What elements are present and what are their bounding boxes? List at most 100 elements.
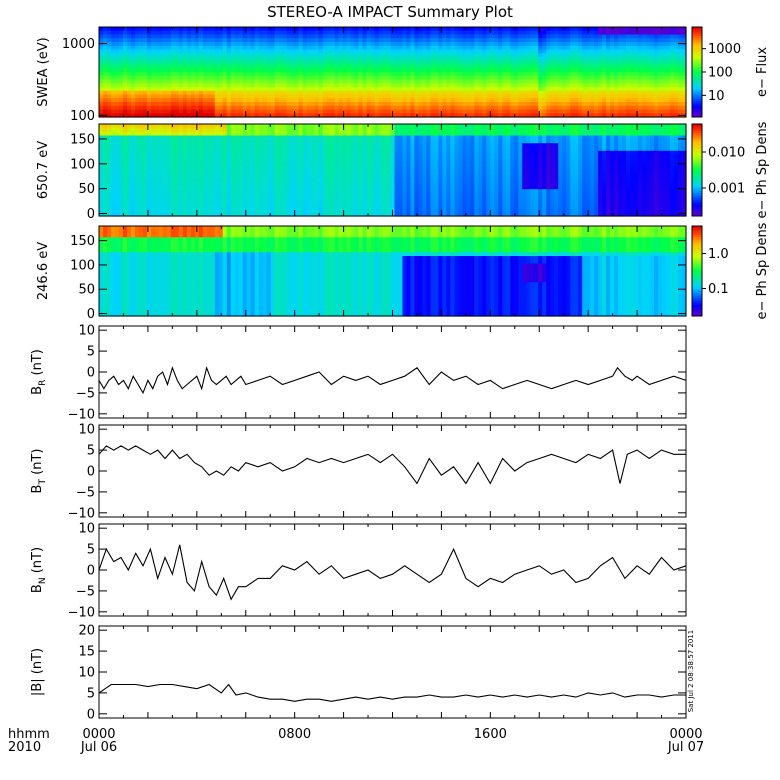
- heatmap-cell: [482, 109, 487, 114]
- heatmap-cell: [278, 38, 284, 43]
- heatmap-cell: [146, 53, 152, 58]
- heatmap-cell: [338, 98, 344, 103]
- heatmap-cell: [166, 45, 172, 51]
- heatmap-cell: [266, 204, 272, 209]
- heatmap-cell: [226, 105, 232, 111]
- heatmap-cell: [234, 124, 240, 129]
- heatmap-cell: [198, 109, 204, 114]
- heatmap-cell: [178, 193, 184, 198]
- heatmap-cell: [430, 113, 436, 118]
- heatmap-cell: [206, 124, 212, 129]
- heatmap-cell: [506, 105, 511, 111]
- heatmap-cell: [102, 34, 108, 39]
- heatmap-cell: [254, 98, 260, 103]
- heatmap-cell: [654, 102, 659, 107]
- heatmap-cell: [458, 102, 463, 107]
- heatmap-cell: [414, 30, 420, 36]
- heatmap-cell: [142, 181, 148, 186]
- heatmap-cell: [562, 57, 567, 62]
- heatmap-cell: [442, 57, 447, 62]
- heatmap-cell: [242, 72, 248, 77]
- heatmap-cell: [274, 87, 280, 92]
- heatmap-cell: [554, 68, 559, 73]
- heatmap-cell: [238, 154, 244, 160]
- heatmap-cell: [658, 109, 663, 114]
- heatmap-cell: [566, 34, 571, 39]
- heatmap-cell: [386, 45, 392, 51]
- heatmap-cell: [218, 105, 224, 111]
- heatmap-cell: [322, 109, 328, 114]
- heatmap-cell: [542, 60, 547, 66]
- heatmap-cell: [198, 170, 204, 175]
- heatmap-cell: [330, 143, 336, 148]
- heatmap-cell: [310, 189, 316, 194]
- heatmap-cell: [266, 212, 272, 217]
- heatmap-cell: [426, 75, 432, 81]
- heatmap-cell: [650, 57, 655, 62]
- heatmap-cell: [258, 42, 264, 47]
- heatmap-cell: [562, 83, 567, 88]
- heatmap-cell: [438, 87, 444, 92]
- heatmap-cell: [546, 68, 551, 73]
- heatmap-cell: [166, 185, 172, 190]
- heatmap-cell: [238, 113, 244, 118]
- heatmap-cell: [382, 102, 388, 107]
- heatmap-cell: [346, 75, 352, 81]
- heatmap-cell: [614, 75, 619, 81]
- heatmap-cell: [266, 75, 272, 81]
- heatmap-cell: [158, 53, 164, 58]
- heatmap-cell: [534, 87, 539, 92]
- heatmap-cell: [182, 177, 188, 183]
- heatmap-cell: [134, 34, 140, 39]
- heatmap-cell: [118, 158, 124, 163]
- heatmap-cell: [166, 204, 172, 209]
- heatmap-cell: [314, 30, 320, 36]
- heatmap-cell: [306, 196, 312, 202]
- heatmap-cell: [630, 38, 635, 43]
- heatmap-cell: [230, 72, 236, 77]
- heatmap-cell: [146, 45, 152, 51]
- heatmap-cell: [298, 173, 304, 179]
- heatmap-cell: [246, 131, 252, 137]
- heatmap-cell: [218, 193, 224, 198]
- heatmap-cell: [466, 113, 471, 118]
- heatmap-cell: [262, 113, 268, 118]
- heatmap-cell: [274, 45, 280, 51]
- heatmap-cell: [538, 49, 543, 54]
- heatmap-cell: [99, 166, 104, 171]
- heatmap-cell: [174, 200, 180, 206]
- heatmap-cell: [430, 94, 436, 99]
- heatmap-cell: [130, 204, 136, 209]
- heatmap-cell: [182, 68, 188, 73]
- heatmap-cell: [478, 105, 483, 111]
- heatmap-cell: [358, 49, 364, 54]
- heatmap-cell: [278, 75, 284, 81]
- heatmap-cell: [226, 143, 232, 148]
- heatmap-cell: [142, 212, 148, 217]
- heatmap-cell: [430, 90, 436, 96]
- heatmap-cell: [406, 72, 412, 77]
- heatmap-cell: [158, 90, 164, 96]
- heatmap-cell: [554, 30, 559, 36]
- heatmap-cell: [282, 204, 288, 209]
- heatmap-cell: [318, 212, 324, 217]
- heatmap-cell: [438, 109, 444, 114]
- heatmap-cell: [286, 64, 292, 69]
- heatmap-cell: [570, 68, 575, 73]
- heatmap-cell: [142, 57, 148, 62]
- heatmap-cell: [574, 102, 579, 107]
- heatmap-cell: [182, 196, 188, 202]
- heatmap-cell: [178, 64, 184, 69]
- heatmap-cell: [290, 57, 296, 62]
- heatmap-cell: [194, 49, 200, 54]
- heatmap-cell: [270, 124, 276, 129]
- heatmap-cell: [150, 127, 156, 133]
- heatmap-cell: [310, 109, 316, 114]
- heatmap-cell: [230, 158, 236, 163]
- heatmap-cell: [634, 90, 639, 96]
- heatmap-cell: [530, 27, 535, 32]
- heatmap-cell: [99, 181, 104, 186]
- heatmap-cell: [318, 196, 324, 202]
- heatmap-cell: [674, 45, 679, 51]
- heatmap-cell: [590, 42, 595, 47]
